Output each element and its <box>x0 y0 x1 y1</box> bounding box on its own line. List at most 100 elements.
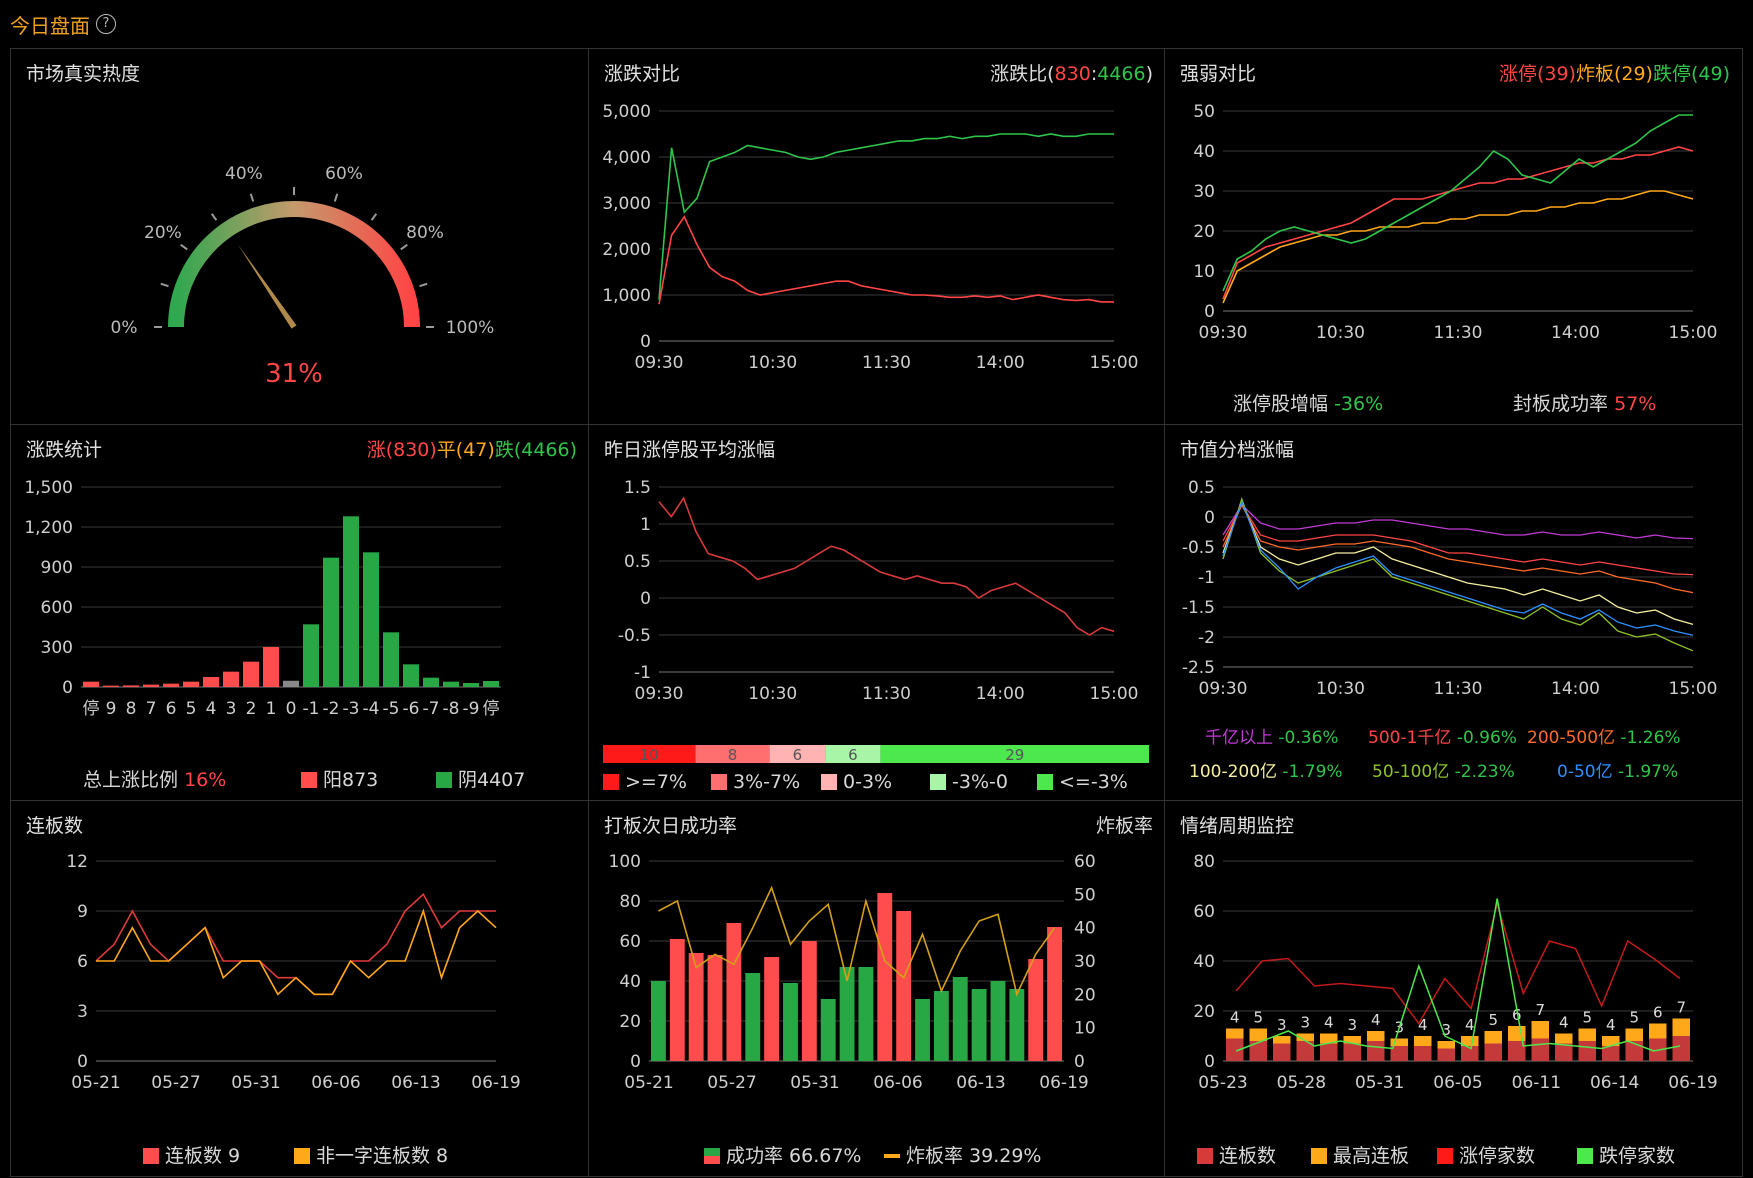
x-tick-label: 15:00 <box>1090 353 1139 373</box>
y-tick-label: 0 <box>1204 302 1215 322</box>
x-tick-label: -7 <box>423 699 440 719</box>
bar <box>990 981 1006 1061</box>
strip-count: 10 <box>640 746 659 764</box>
bar-lianban <box>1672 1036 1690 1061</box>
x-tick-label: 06-13 <box>956 1073 1005 1093</box>
y-tick-label: -0.5 <box>1182 538 1215 558</box>
strip-segment <box>880 745 1149 763</box>
strip-legend-item: >=7% <box>603 771 687 793</box>
y-tick-label: 3 <box>77 1002 88 1022</box>
bar-zuigao <box>1672 1018 1690 1036</box>
y-tick-label: 80 <box>619 892 641 912</box>
bar <box>764 957 780 1061</box>
bar-zuigao <box>1531 1021 1549 1039</box>
y-tick-label: 600 <box>41 598 73 618</box>
x-tick-label: -5 <box>383 699 400 719</box>
bar <box>971 989 987 1061</box>
y-tick-label: 20 <box>1193 1002 1215 1022</box>
bar-label: 6 <box>1653 1004 1663 1022</box>
updown-ratio: 涨跌比(830:4466) <box>990 63 1153 85</box>
gauge-arc <box>168 201 420 328</box>
series-line-1 <box>96 908 497 996</box>
bar <box>896 911 912 1061</box>
limit-up-growth: 涨停股增幅 -36% <box>1233 393 1384 415</box>
emotion-legend-item: 涨停家数 <box>1437 1141 1535 1168</box>
bar-zuigao <box>1390 1038 1408 1046</box>
strip-count: 6 <box>848 746 858 764</box>
bar <box>783 983 798 1061</box>
bar-label: 4 <box>1606 1016 1616 1034</box>
bar <box>858 967 874 1061</box>
bar <box>745 973 761 1061</box>
x-tick-label: 05-23 <box>1198 1073 1247 1093</box>
y-tick-label: 50 <box>1193 102 1215 122</box>
bar-zuigao <box>1226 1028 1244 1039</box>
x-tick-label: 2 <box>246 699 257 719</box>
bar <box>143 684 159 687</box>
panel-market-heat: 市场真实热度 0% 20% 40% 60% 80% 100% 31% <box>10 48 590 426</box>
bar <box>203 677 219 687</box>
strip-legend-item: <=-3% <box>1037 771 1128 793</box>
x-tick-label: 15:00 <box>1669 679 1718 699</box>
bar-label: 5 <box>1253 1009 1263 1027</box>
bar-zuigao <box>1555 1033 1573 1044</box>
question-circle-icon[interactable]: ? <box>96 14 116 34</box>
bar-zuigao <box>1484 1031 1502 1044</box>
panel-title: 强弱对比 <box>1180 63 1257 85</box>
series-line-0 <box>1222 146 1694 300</box>
y-tick-label: 0 <box>630 1052 641 1072</box>
y-tick-label: 2,000 <box>602 240 651 260</box>
bar <box>801 941 817 1061</box>
bar <box>383 632 399 687</box>
bar <box>123 685 139 687</box>
y-tick-label: 40 <box>1193 142 1215 162</box>
y-tick-label: 100 <box>609 852 641 872</box>
y-tick-label: -1.5 <box>1182 598 1215 618</box>
strength-legend: 涨停(39)炸板(29)跌停(49) <box>1499 59 1730 86</box>
bomb-rate-axis-label: 炸板率 <box>1095 815 1153 837</box>
gauge-tick-label: 0% <box>111 318 138 338</box>
bar-lianban <box>1578 1041 1596 1061</box>
series-line-1 <box>1222 190 1694 304</box>
y-tick-label: 0 <box>77 1052 88 1072</box>
emotion-legend-item: 跌停家数 <box>1577 1141 1675 1168</box>
bomb-rate-line <box>658 885 1056 997</box>
x-tick-label: 06-19 <box>471 1073 520 1093</box>
bar <box>1009 989 1025 1061</box>
panel-yesterday-limit-avg: 昨日涨停股平均涨幅 1.5 1 0.5 0 -0.5 -1 09:30 10:30 11:30 1… <box>588 424 1166 802</box>
bar <box>343 516 359 687</box>
bar-lianban <box>1273 1043 1291 1061</box>
updown-chart: 5,000 4,000 3,000 2,000 1,000 009:30 10:30 11:3… <box>602 102 1139 373</box>
x-tick-label: 05-31 <box>231 1073 280 1093</box>
mcap-legend-item: 0-50亿 -1.97% <box>1557 762 1679 782</box>
bar-lianban <box>1437 1048 1455 1061</box>
x-tick-label: 0 <box>286 699 297 719</box>
bar <box>423 677 439 687</box>
x-tick-label: 6 <box>166 699 177 719</box>
gauge-tick <box>160 282 169 288</box>
bar-zuigao <box>1249 1028 1267 1041</box>
bar-lianban <box>1367 1041 1385 1061</box>
emotion-legend-item: 连板数 <box>1197 1141 1276 1168</box>
bar <box>933 991 949 1061</box>
bar <box>952 977 968 1061</box>
bar-label: 4 <box>1418 1016 1428 1034</box>
panel-emotion-cycle: 情绪周期监控 80 60 40 20 0 05-23 05-28 05-31 06-05 06-1… <box>1164 800 1743 1177</box>
mcap-legend-item: 50-100亿 -2.23% <box>1372 762 1515 782</box>
y-tick-label: -1 <box>634 663 651 683</box>
bar-zuigao <box>1367 1031 1385 1041</box>
y-tick-label: 0 <box>640 589 651 609</box>
x-tick-label: 14:00 <box>976 353 1025 373</box>
bar-label: 4 <box>1465 1016 1475 1034</box>
bar-zuigao <box>1296 1033 1314 1041</box>
x-tick-label: -2 <box>323 699 340 719</box>
yesterday-chart: 1.5 1 0.5 0 -0.5 -109:30 10:30 11:30 14:00 15:00 1… <box>603 478 1149 764</box>
x-tick-label: 06-13 <box>391 1073 440 1093</box>
x-tick-label: 11:30 <box>862 684 911 704</box>
x-tick-label: 8 <box>126 699 137 719</box>
x-tick-label: 4 <box>206 699 217 719</box>
bar-label: 3 <box>1277 1016 1287 1034</box>
strip-segment <box>769 745 826 763</box>
consec-chart: 12 9 6 3 005-21 05-27 05-31 06-06 06-13 06-19 <box>66 852 520 1093</box>
gauge-needle <box>237 244 297 329</box>
